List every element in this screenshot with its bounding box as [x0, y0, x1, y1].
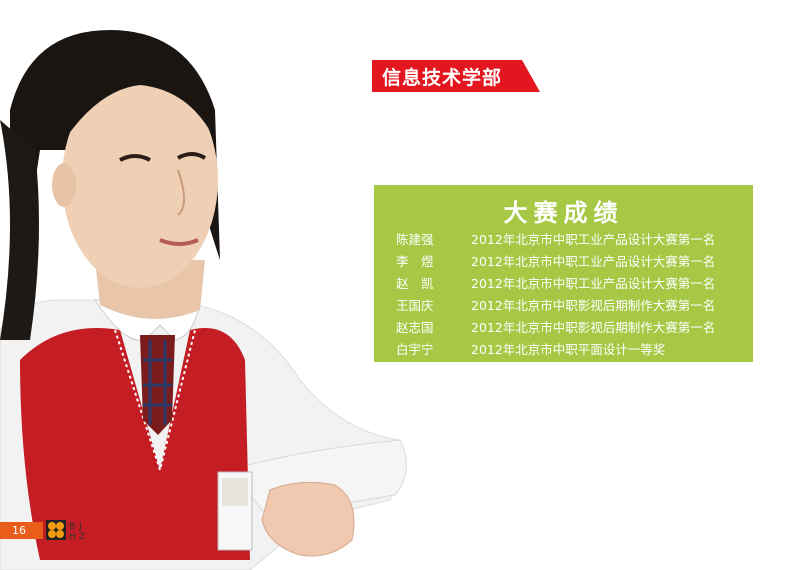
result-row: 白宇宁 2012年北京市中职平面设计一等奖 — [374, 339, 753, 361]
page-number: 16 — [12, 524, 26, 537]
result-row: 陈建强 2012年北京市中职工业产品设计大赛第一名 — [374, 229, 753, 251]
result-award: 2012年北京市中职平面设计一等奖 — [471, 342, 666, 357]
results-title: 大赛成绩 — [503, 198, 624, 227]
result-row: 王国庆 2012年北京市中职影视后期制作大赛第一名 — [374, 295, 753, 317]
page-number-box: 16 — [0, 522, 43, 539]
svg-text:Z: Z — [79, 532, 85, 541]
result-name: 白宇宁 — [396, 342, 434, 357]
result-row: 赵 凯 2012年北京市中职工业产品设计大赛第一名 — [374, 273, 753, 295]
result-row: 赵志国 2012年北京市中职影视后期制作大赛第一名 — [374, 317, 753, 339]
svg-text:H: H — [69, 532, 76, 541]
result-name: 王国庆 — [396, 298, 434, 313]
result-name: 赵 凯 — [396, 276, 434, 291]
student-photo — [0, 30, 407, 570]
result-name: 陈建强 — [396, 232, 434, 247]
result-row: 李 煜 2012年北京市中职工业产品设计大赛第一名 — [374, 251, 753, 273]
result-name: 赵志国 — [396, 320, 434, 335]
result-award: 2012年北京市中职工业产品设计大赛第一名 — [471, 232, 716, 247]
banner-shape — [372, 60, 540, 92]
svg-text:J: J — [78, 522, 82, 532]
result-award: 2012年北京市中职影视后期制作大赛第一名 — [471, 298, 716, 313]
result-award: 2012年北京市中职工业产品设计大赛第一名 — [471, 276, 716, 291]
result-award: 2012年北京市中职影视后期制作大赛第一名 — [471, 320, 716, 335]
results-panel: 大赛成绩 陈建强 2012年北京市中职工业产品设计大赛第一名 李 煜 2012年… — [374, 185, 753, 362]
svg-text:B: B — [69, 522, 75, 532]
department-title: 信息技术学部 — [382, 67, 503, 89]
result-award: 2012年北京市中职工业产品设计大赛第一名 — [471, 254, 716, 269]
department-banner: 信息技术学部 — [372, 60, 540, 92]
school-logo: B J H Z — [46, 520, 85, 541]
result-name: 李 煜 — [396, 254, 434, 269]
